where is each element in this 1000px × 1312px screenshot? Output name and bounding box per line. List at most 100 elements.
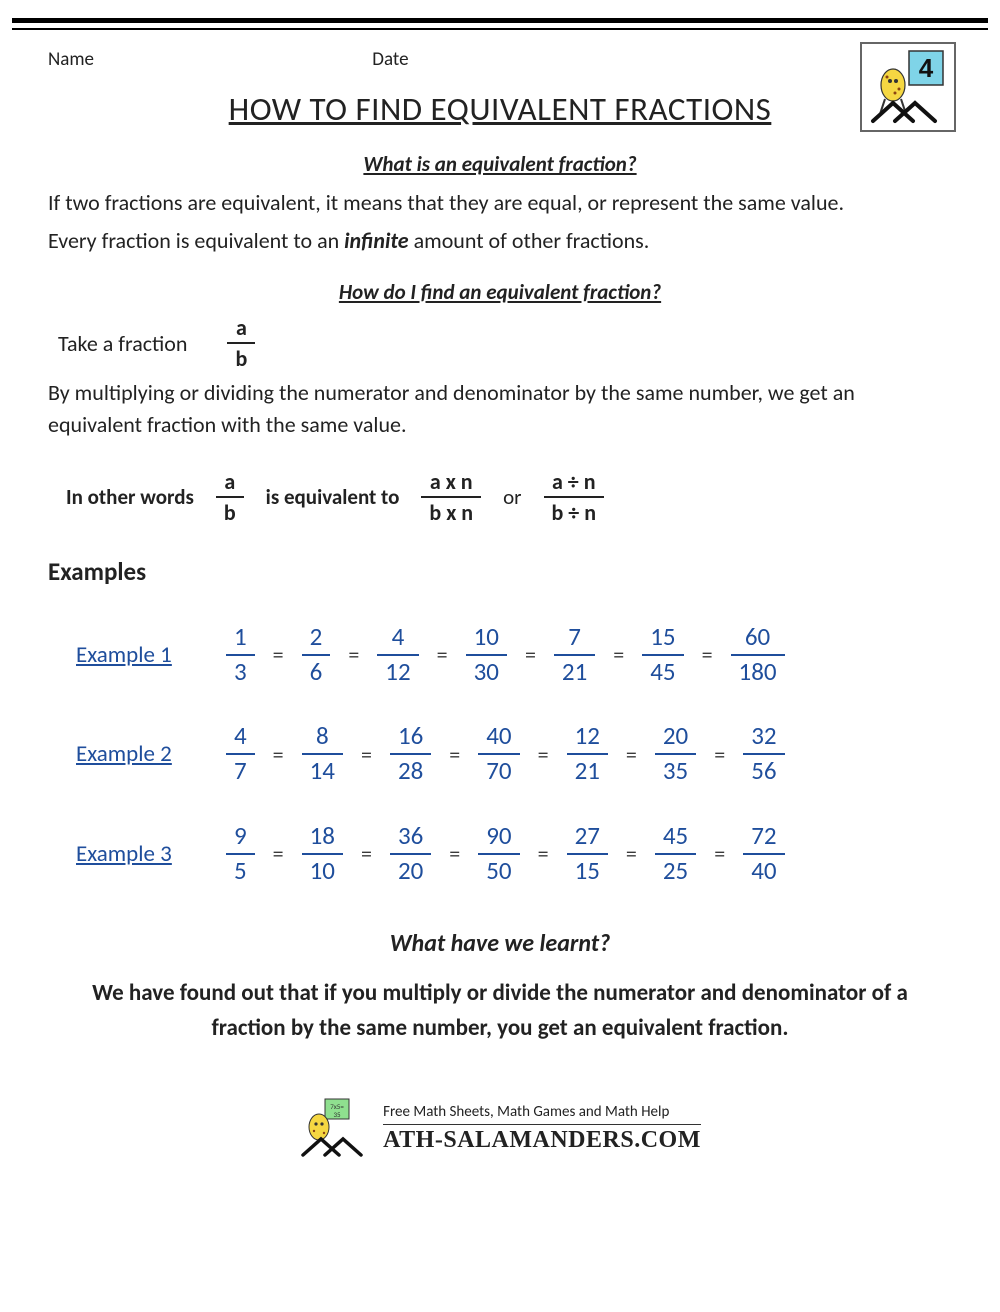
example-fraction: 7240	[743, 822, 784, 886]
equiv-mid: is equivalent to	[266, 484, 400, 510]
top-rule	[12, 18, 988, 30]
example-label: Example 2	[76, 740, 194, 768]
fraction-num: 10	[466, 623, 507, 654]
fraction-num: 16	[390, 722, 431, 753]
fraction-den: 20	[390, 853, 431, 886]
intro-line-2b: amount of other fractions.	[409, 227, 650, 254]
footer-logo-icon: 7x5= 35	[299, 1097, 369, 1159]
example-fraction: 1221	[567, 722, 608, 786]
example-fraction: 47	[226, 722, 255, 786]
equals-sign: =	[445, 741, 464, 768]
fraction-num: 8	[308, 722, 337, 753]
footer-site: ATH-SALAMANDERS.COM	[383, 1127, 701, 1154]
fraction-num: 12	[567, 722, 608, 753]
fraction-num: 7	[560, 623, 589, 654]
fraction-den: 70	[478, 753, 519, 786]
example-fraction: 4070	[478, 722, 519, 786]
footer-tagline: Free Math Sheets, Math Games and Math He…	[383, 1103, 701, 1125]
svg-text:35: 35	[334, 1110, 342, 1119]
example-fraction: 3256	[743, 722, 784, 786]
equals-sign: =	[433, 641, 452, 668]
name-label: Name	[48, 48, 368, 71]
fraction-den: 15	[567, 853, 608, 886]
fraction-den: 7	[226, 753, 255, 786]
example-fraction: 2715	[567, 822, 608, 886]
learnt-question: What have we learnt?	[48, 929, 952, 958]
fraction-den: 56	[743, 753, 784, 786]
date-label: Date	[372, 48, 408, 71]
equiv-frac-1: a b	[216, 469, 244, 526]
equivalence-row: In other words a b is equivalent to a x …	[66, 469, 952, 526]
fraction-den: 50	[478, 853, 519, 886]
fraction-den: 180	[731, 654, 785, 687]
example-fraction: 9050	[478, 822, 519, 886]
fraction-den: 21	[567, 753, 608, 786]
equals-sign: =	[609, 641, 628, 668]
example-fraction: 60180	[731, 623, 785, 687]
equals-sign: =	[710, 840, 729, 867]
fraction-num: 4	[226, 722, 255, 753]
intro-line-2a: Every fraction is equivalent to an	[48, 227, 344, 254]
equals-sign: =	[710, 741, 729, 768]
equiv-prefix: In other words	[66, 484, 194, 510]
example-fraction: 3620	[390, 822, 431, 886]
explain-text: By multiplying or dividing the numerator…	[48, 377, 952, 441]
fraction-num: 20	[655, 722, 696, 753]
equiv-frac-2: a x n b x n	[421, 469, 481, 526]
question-1: What is an equivalent fraction?	[48, 151, 952, 177]
equiv-frac-3: a ÷ n b ÷ n	[544, 469, 605, 526]
fraction-num: 9	[226, 822, 255, 853]
take-fraction-row: Take a fraction a b	[58, 315, 952, 372]
fraction-num: 2	[302, 623, 331, 654]
equals-sign: =	[344, 641, 363, 668]
example-fraction: 1030	[466, 623, 507, 687]
fraction-num: 15	[642, 623, 683, 654]
fraction-num: 72	[743, 822, 784, 853]
equiv-or: or	[503, 484, 521, 510]
page-title: HOW TO FIND EQUIVALENT FRACTIONS	[48, 89, 952, 129]
example-fraction: 1545	[642, 623, 683, 687]
fraction-den: 25	[655, 853, 696, 886]
fraction-num: 27	[567, 822, 608, 853]
fraction-den: 45	[642, 654, 683, 687]
equals-sign: =	[445, 840, 464, 867]
fraction-den: 28	[390, 753, 431, 786]
example-fraction: 721	[554, 623, 595, 687]
fraction-den: 5	[226, 853, 255, 886]
frac-ab-num: a	[228, 315, 255, 342]
fraction-num: 4	[384, 623, 413, 654]
fraction-num: 60	[737, 623, 778, 654]
intro-line-1: If two fractions are equivalent, it mean…	[48, 187, 952, 219]
fraction-den: 12	[377, 654, 418, 687]
equals-sign: =	[698, 641, 717, 668]
fraction-num: 32	[743, 722, 784, 753]
examples-heading: Examples	[48, 556, 952, 587]
frac-ab-den: b	[227, 342, 255, 371]
example-fraction: 95	[226, 822, 255, 886]
equals-sign: =	[534, 840, 553, 867]
fraction-den: 30	[466, 654, 507, 687]
fraction-den: 21	[554, 654, 595, 687]
fraction-num: 40	[478, 722, 519, 753]
equals-sign: =	[521, 641, 540, 668]
fraction-den: 40	[743, 853, 784, 886]
example-row: Example 113=26=412=1030=721=1545=60180	[76, 623, 952, 687]
example-label: Example 3	[76, 840, 194, 868]
intro-line-2: Every fraction is equivalent to an infin…	[48, 225, 952, 257]
fraction-den: 14	[302, 753, 343, 786]
grade-badge: 4	[860, 42, 956, 132]
fraction-num: 18	[302, 822, 343, 853]
learnt-body: We have found out that if you multiply o…	[58, 976, 942, 1045]
question-2: How do I find an equivalent fraction?	[48, 279, 952, 305]
fraction-ab: a b	[227, 315, 255, 372]
example-fraction: 1628	[390, 722, 431, 786]
header-row: Name Date 4	[48, 40, 952, 71]
take-label: Take a fraction	[58, 330, 187, 357]
fraction-den: 10	[302, 853, 343, 886]
fraction-num: 36	[390, 822, 431, 853]
example-row: Example 395=1810=3620=9050=2715=4525=724…	[76, 822, 952, 886]
infinite-em: infinite	[344, 227, 408, 254]
example-fraction: 412	[377, 623, 418, 687]
equals-sign: =	[269, 741, 288, 768]
fraction-den: 35	[655, 753, 696, 786]
